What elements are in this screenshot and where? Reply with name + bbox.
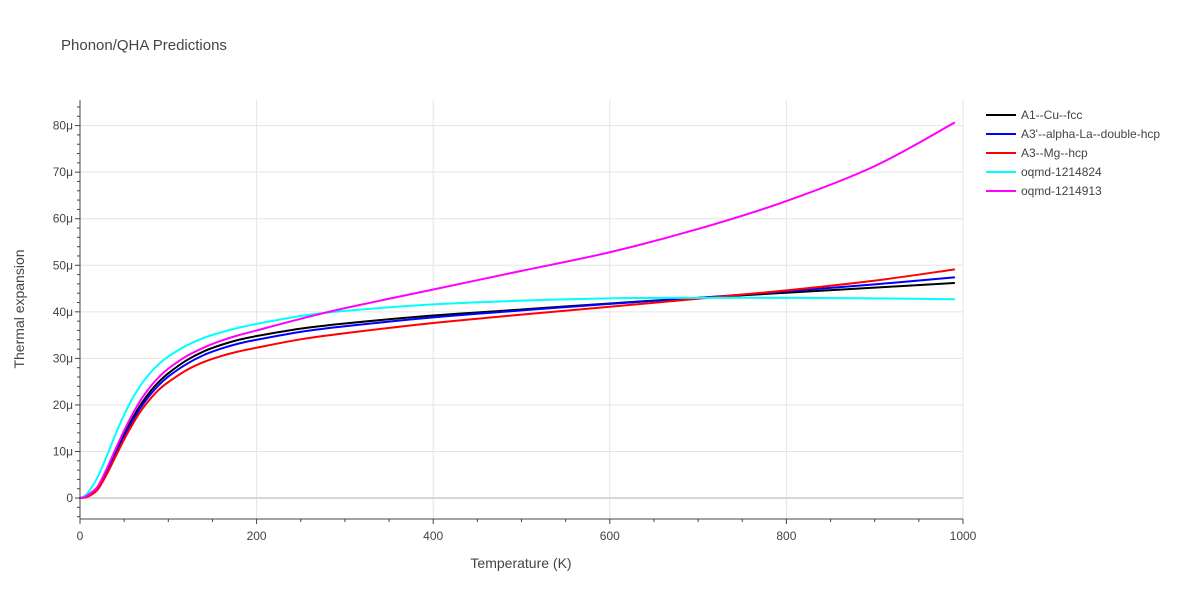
- legend-label: A3'--alpha-La--double-hcp: [1021, 127, 1160, 141]
- axis-layer: 0 200 400 600 800 1000 0 10μ 20μ 30μ 40μ 50μ 60μ 70μ 8…: [53, 100, 977, 543]
- y-tick-label: 80μ: [53, 119, 73, 133]
- x-tick-label: 0: [77, 529, 84, 543]
- y-tick-label: 40μ: [53, 305, 73, 319]
- y-tick-label: 70μ: [53, 165, 73, 179]
- y-axis-title: Thermal expansion: [11, 249, 27, 368]
- legend-item-a1-cu-fcc[interactable]: A1--Cu--fcc: [986, 108, 1082, 122]
- series-layer: [79, 121, 956, 500]
- y-tick-label: 50μ: [53, 258, 73, 272]
- legend-label: A3--Mg--hcp: [1021, 146, 1088, 160]
- legend[interactable]: A1--Cu--fcc A3'--alpha-La--double-hcp A3--…: [986, 108, 1160, 198]
- x-tick-label: 200: [247, 529, 267, 543]
- legend-label: oqmd-1214824: [1021, 165, 1102, 179]
- legend-item-a3-mg-hcp[interactable]: A3--Mg--hcp: [986, 146, 1088, 160]
- x-tick-label: 1000: [950, 529, 977, 543]
- series-line-oqmd-1214913: [79, 121, 956, 500]
- y-tick-label: 10μ: [53, 444, 73, 458]
- legend-item-oqmd-1214824[interactable]: oqmd-1214824: [986, 165, 1102, 179]
- x-tick-label: 400: [423, 529, 443, 543]
- y-tick-label: 20μ: [53, 398, 73, 412]
- y-tick-label: 0: [66, 491, 73, 505]
- x-tick-label: 600: [600, 529, 620, 543]
- legend-item-a3-alpha-la-double-hcp[interactable]: A3'--alpha-La--double-hcp: [986, 127, 1160, 141]
- x-axis-title: Temperature (K): [470, 555, 571, 571]
- series-line-a3-mg-hcp: [79, 268, 956, 500]
- y-tick-label: 30μ: [53, 351, 73, 365]
- chart-title: Phonon/QHA Predictions: [61, 37, 227, 54]
- x-tick-label: 800: [776, 529, 796, 543]
- y-tick-label: 60μ: [53, 212, 73, 226]
- legend-label: oqmd-1214913: [1021, 184, 1102, 198]
- series-line-oqmd-1214824: [79, 296, 956, 500]
- grid-layer: [80, 100, 964, 519]
- legend-item-oqmd-1214913[interactable]: oqmd-1214913: [986, 184, 1102, 198]
- legend-label: A1--Cu--fcc: [1021, 108, 1082, 122]
